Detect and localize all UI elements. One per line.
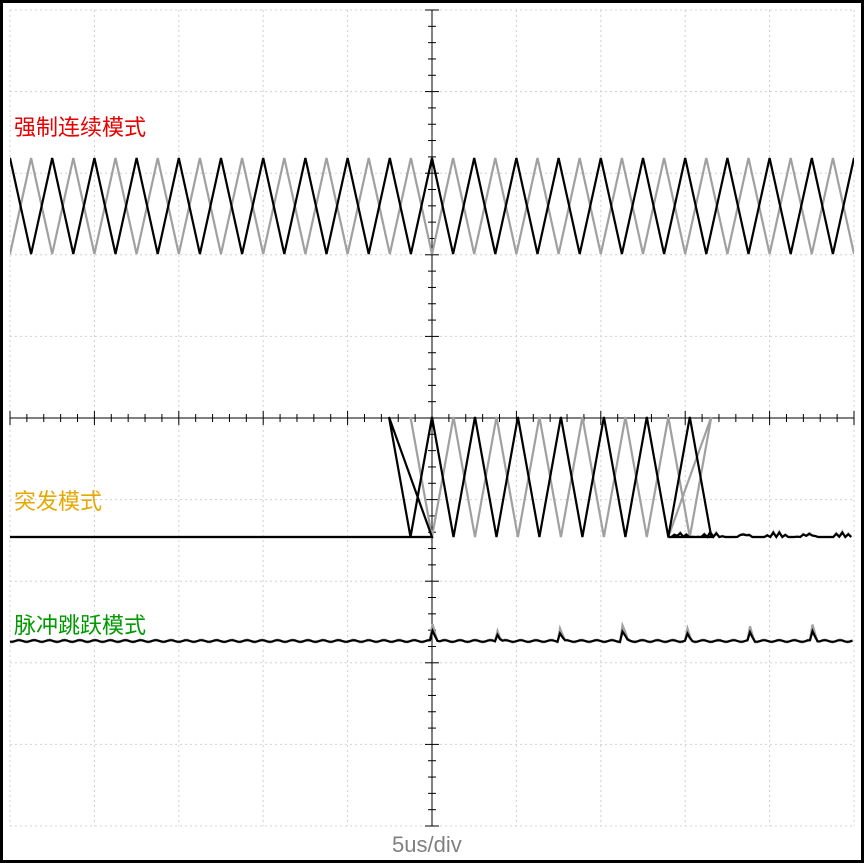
- scope-plot: [0, 0, 864, 863]
- oscilloscope-screenshot: 强制连续模式 突发模式 脉冲跳跃模式 5us/div: [0, 0, 864, 863]
